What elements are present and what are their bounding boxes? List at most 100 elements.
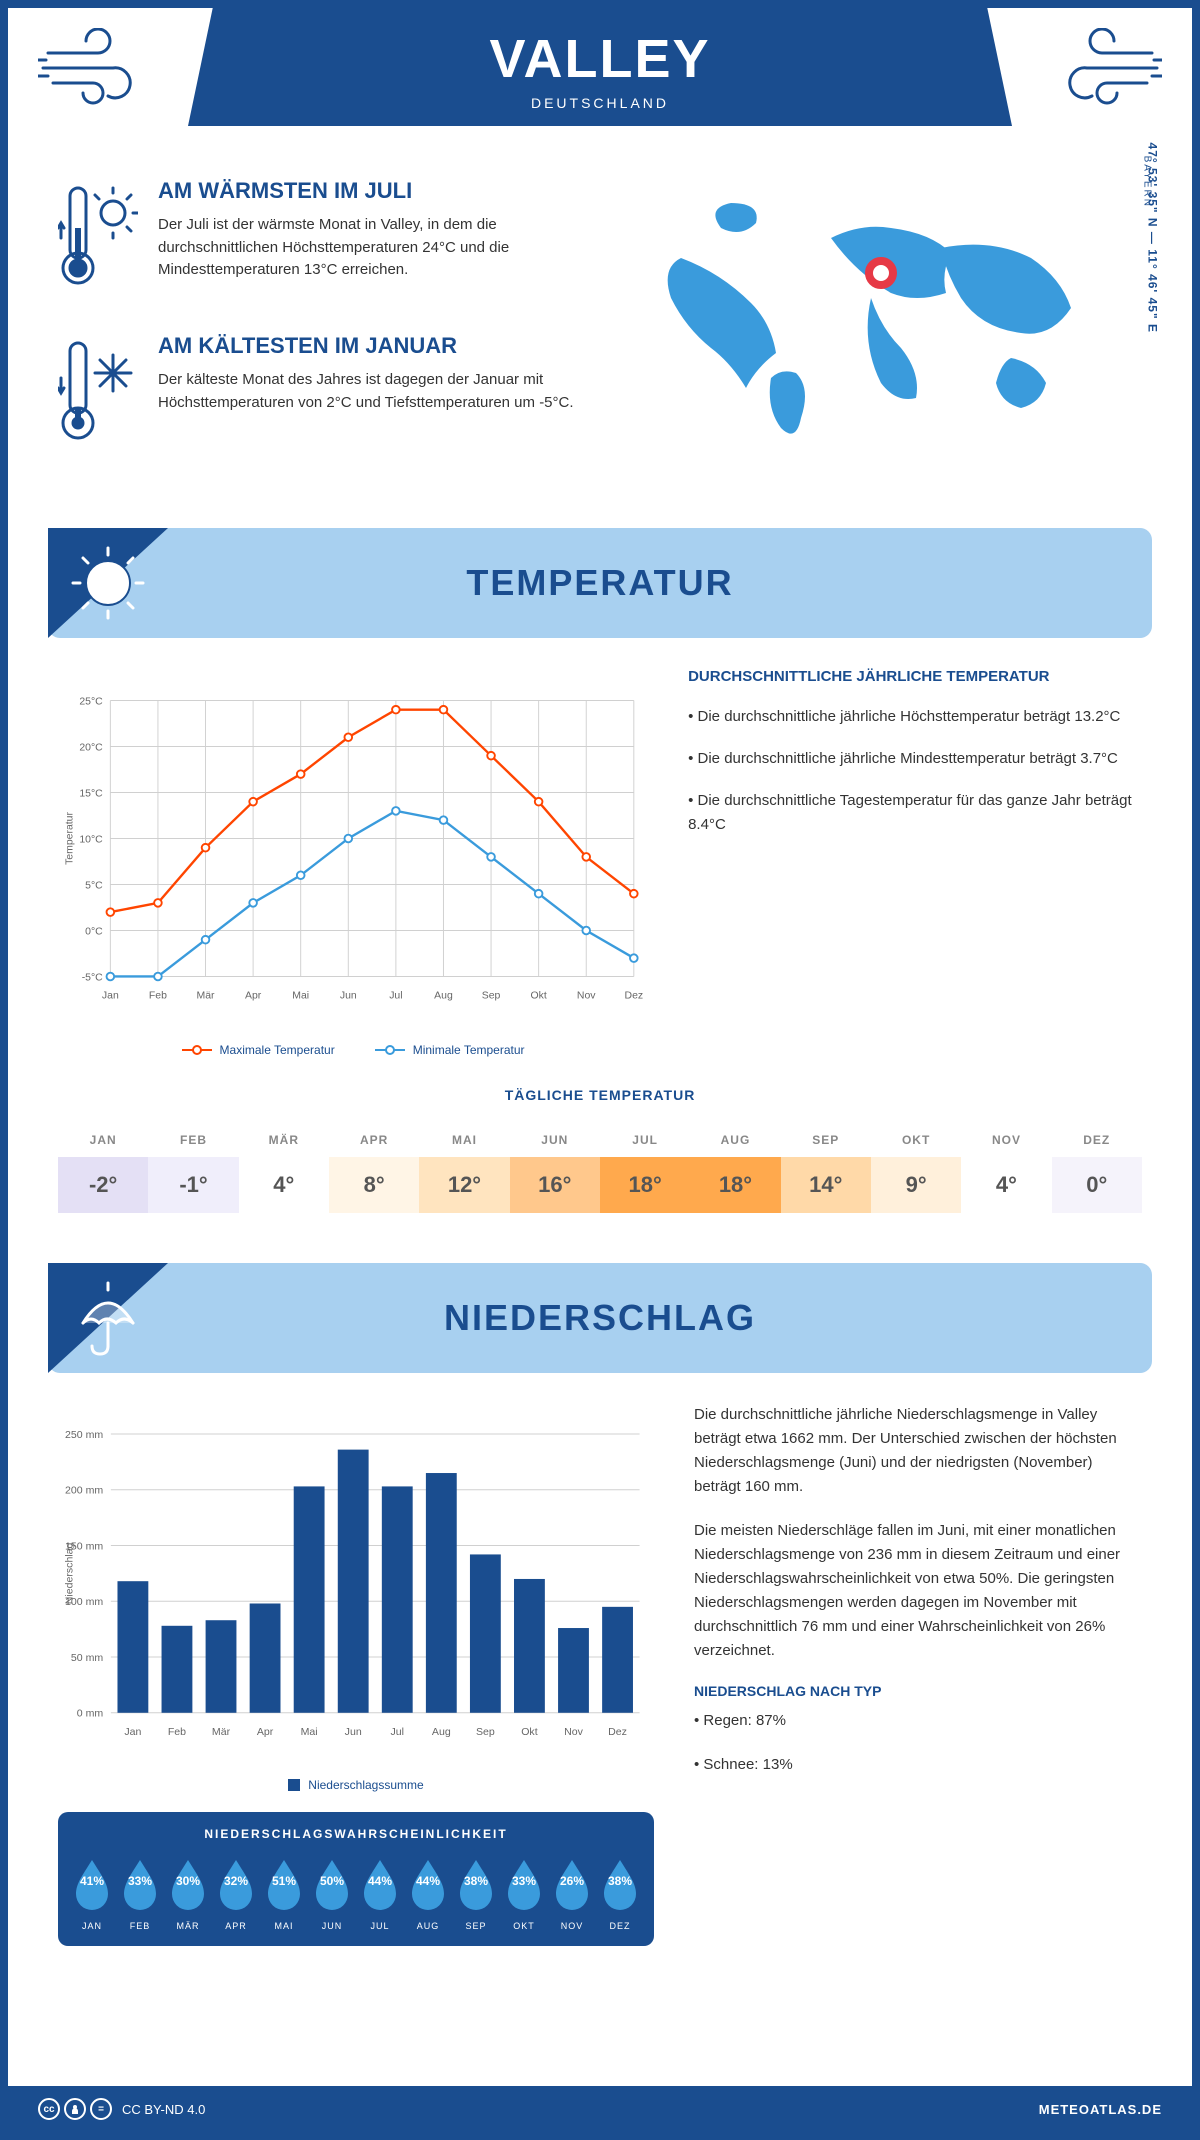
probability-value: 38% — [596, 1874, 644, 1888]
wind-icon — [1042, 28, 1162, 108]
probability-month: NOV — [548, 1921, 596, 1931]
temp-value: 0° — [1052, 1157, 1142, 1213]
fact-title: AM WÄRMSTEN IM JULI — [158, 178, 580, 204]
probability-value: 30% — [164, 1874, 212, 1888]
temp-cell: AUG18° — [690, 1123, 780, 1213]
probability-drop: 44% JUL — [356, 1856, 404, 1931]
page-subtitle: DEUTSCHLAND — [188, 95, 1012, 111]
probability-box: NIEDERSCHLAGSWAHRSCHEINLICHKEIT 41%JAN33… — [58, 1812, 654, 1946]
probability-month: JUL — [356, 1921, 404, 1931]
chart-legend: Maximale Temperatur Minimale Temperatur — [58, 1043, 648, 1057]
probability-value: 41% — [68, 1874, 116, 1888]
temp-value: 14° — [781, 1157, 871, 1213]
temp-value: -1° — [148, 1157, 238, 1213]
svg-text:Jan: Jan — [102, 990, 119, 1001]
temp-cell: FEB-1° — [148, 1123, 238, 1213]
month-label: JAN — [58, 1123, 148, 1157]
daily-temp-grid: JAN-2°FEB-1°MÄR4°APR8°MAI12°JUN16°JUL18°… — [58, 1123, 1142, 1213]
svg-text:Jun: Jun — [345, 1726, 362, 1738]
daily-temp-section: TÄGLICHE TEMPERATUR JAN-2°FEB-1°MÄR4°APR… — [8, 1087, 1192, 1253]
svg-text:Aug: Aug — [434, 990, 453, 1001]
month-label: AUG — [690, 1123, 780, 1157]
precip-text: Die durchschnittliche jährliche Niedersc… — [694, 1403, 1142, 1499]
svg-text:Feb: Feb — [168, 1726, 186, 1738]
svg-text:Jan: Jan — [124, 1726, 141, 1738]
page-title: VALLEY — [188, 28, 1012, 90]
probability-month: JUN — [308, 1921, 356, 1931]
probability-drop: 51%MAI — [260, 1856, 308, 1931]
temp-value: 18° — [690, 1157, 780, 1213]
svg-text:10°C: 10°C — [79, 834, 103, 845]
temp-chart-box: -5°C0°C5°C10°C15°C20°C25°CJanFebMärAprMa… — [58, 668, 648, 1057]
probability-title: NIEDERSCHLAGSWAHRSCHEINLICHKEIT — [68, 1827, 644, 1841]
license-text: CC BY-ND 4.0 — [122, 2102, 205, 2117]
month-label: JUN — [510, 1123, 600, 1157]
temp-cell: APR8° — [329, 1123, 419, 1213]
month-label: OKT — [871, 1123, 961, 1157]
month-label: NOV — [961, 1123, 1051, 1157]
probability-month: JAN — [68, 1921, 116, 1931]
temp-value: -2° — [58, 1157, 148, 1213]
probability-drop: 50% JUN — [308, 1856, 356, 1931]
month-label: MÄR — [239, 1123, 329, 1157]
cc-icons: cc = — [38, 2098, 112, 2120]
info-title: DURCHSCHNITTLICHE JÄHRLICHE TEMPERATUR — [688, 668, 1142, 685]
precipitation-bar-chart: 0 mm50 mm100 mm150 mm200 mm250 mmJanFebM… — [58, 1403, 654, 1763]
svg-text:Nov: Nov — [577, 990, 596, 1001]
temp-cell: DEZ0° — [1052, 1123, 1142, 1213]
svg-text:Mai: Mai — [301, 1726, 318, 1738]
svg-text:Sep: Sep — [476, 1726, 495, 1738]
svg-text:Mär: Mär — [197, 990, 216, 1001]
fact-content: AM WÄRMSTEN IM JULI Der Juli ist der wär… — [158, 178, 580, 303]
temp-info: DURCHSCHNITTLICHE JÄHRLICHE TEMPERATUR •… — [688, 668, 1142, 1057]
svg-text:250 mm: 250 mm — [65, 1429, 103, 1441]
month-label: APR — [329, 1123, 419, 1157]
temp-value: 4° — [961, 1157, 1051, 1213]
svg-text:25°C: 25°C — [79, 696, 103, 707]
info-bullet: • Die durchschnittliche jährliche Höchst… — [688, 705, 1142, 729]
probability-month: FEB — [116, 1921, 164, 1931]
probability-drop: 33% FEB — [116, 1856, 164, 1931]
fact-coldest: AM KÄLTESTEN IM JANUAR Der kälteste Mona… — [58, 333, 580, 458]
info-bullet: • Die durchschnittliche jährliche Mindes… — [688, 747, 1142, 771]
sun-icon — [68, 543, 148, 628]
location-marker — [869, 261, 893, 285]
probability-drop: 44%AUG — [404, 1856, 452, 1931]
svg-text:20°C: 20°C — [79, 742, 103, 753]
thermometer-sun-icon — [58, 178, 138, 303]
month-label: FEB — [148, 1123, 238, 1157]
legend-label: Maximale Temperatur — [220, 1043, 335, 1057]
svg-text:Aug: Aug — [432, 1726, 451, 1738]
by-icon — [64, 2098, 86, 2120]
probability-value: 50% — [308, 1874, 356, 1888]
page: VALLEY DEUTSCHLAND AM WÄRMSTEN IM JULI D… — [0, 0, 1200, 2140]
precip-info: Die durchschnittliche jährliche Niedersc… — [694, 1403, 1142, 1946]
footer: cc = CC BY-ND 4.0 METEOATLAS.DE — [8, 2086, 1192, 2132]
month-label: DEZ — [1052, 1123, 1142, 1157]
probability-month: MAI — [260, 1921, 308, 1931]
svg-text:Jul: Jul — [390, 1726, 404, 1738]
fact-content: AM KÄLTESTEN IM JANUAR Der kälteste Mona… — [158, 333, 580, 458]
section-header-precip: NIEDERSCHLAG — [48, 1263, 1152, 1373]
precipitation-section: 0 mm50 mm100 mm150 mm200 mm250 mmJanFebM… — [8, 1403, 1192, 1976]
cc-icon: cc — [38, 2098, 60, 2120]
header: VALLEY DEUTSCHLAND — [8, 8, 1192, 148]
temp-value: 18° — [600, 1157, 690, 1213]
probability-drop: 33%OKT — [500, 1856, 548, 1931]
svg-text:Feb: Feb — [149, 990, 167, 1001]
probability-value: 33% — [116, 1874, 164, 1888]
probability-month: AUG — [404, 1921, 452, 1931]
site-name: METEOATLAS.DE — [1039, 2102, 1162, 2117]
section-title: TEMPERATUR — [466, 562, 733, 604]
svg-text:-5°C: -5°C — [82, 972, 103, 983]
temp-value: 4° — [239, 1157, 329, 1213]
svg-text:Okt: Okt — [531, 990, 547, 1001]
temp-value: 16° — [510, 1157, 600, 1213]
probability-value: 44% — [356, 1874, 404, 1888]
legend-label: Niederschlagssumme — [308, 1778, 423, 1792]
info-bullet: • Die durchschnittliche Tagestemperatur … — [688, 789, 1142, 837]
temp-value: 12° — [419, 1157, 509, 1213]
probability-drop: 41% JAN — [68, 1856, 116, 1931]
fact-text: Der kälteste Monat des Jahres ist dagege… — [158, 369, 580, 414]
temp-value: 8° — [329, 1157, 419, 1213]
